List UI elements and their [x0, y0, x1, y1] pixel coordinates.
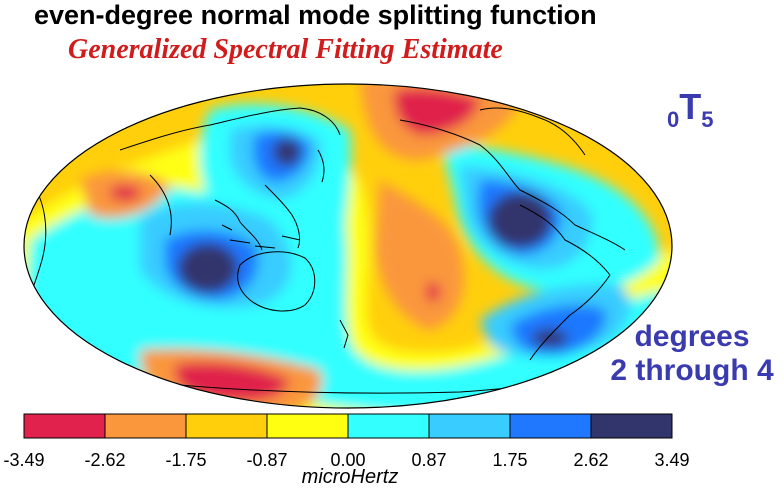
- degrees-label-line2: 2 through 4: [610, 354, 774, 387]
- figure-subtitle: Generalized Spectral Fitting Estimate: [68, 34, 503, 65]
- colorbar-swatch: [23, 413, 106, 439]
- mode-angular-order: 5: [701, 107, 714, 132]
- colorbar-tick-label: 1.75: [492, 450, 528, 470]
- colorbar-tick-label: 0.87: [411, 450, 447, 470]
- colorbar-tick-label: 3.49: [654, 450, 690, 470]
- colorbar-swatch: [428, 413, 511, 439]
- colorbar-tick-label: -2.62: [84, 450, 126, 470]
- colorbar-tick-label: -0.87: [246, 450, 288, 470]
- field-contours: [24, 84, 672, 408]
- colorbar-tick-label: 0.00: [330, 450, 366, 470]
- mode-label: 0T5: [667, 86, 714, 132]
- colorbar-swatch: [104, 413, 187, 439]
- colorbar-tick-label: -1.75: [165, 450, 207, 470]
- colorbar: [23, 413, 673, 439]
- mode-radial-order: 0: [667, 107, 680, 132]
- colorbar-tick-label: 2.62: [573, 450, 609, 470]
- colorbar-tick-label: -3.49: [3, 450, 45, 470]
- degrees-label: degrees 2 through 4: [600, 320, 784, 388]
- colorbar-unit-label: microHertz: [301, 466, 399, 488]
- map-border: [23, 83, 673, 409]
- mode-type: T: [679, 86, 702, 127]
- splitting-function-field: [24, 84, 672, 408]
- colorbar-swatch: [185, 413, 268, 439]
- colorbar-swatch: [347, 413, 430, 439]
- colorbar-swatch: [590, 413, 673, 439]
- colorbar-swatch: [509, 413, 592, 439]
- colorbar-swatch: [266, 413, 349, 439]
- figure-title: even-degree normal mode splitting functi…: [34, 0, 597, 30]
- degrees-label-line1: degrees: [634, 320, 750, 353]
